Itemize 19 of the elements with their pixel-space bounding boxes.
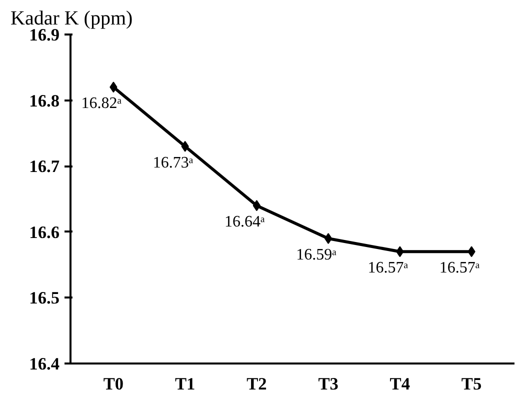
x-tick-label: T1 bbox=[174, 374, 196, 394]
y-tick-label: 16.5 bbox=[29, 288, 60, 308]
y-tick-label: 16.7 bbox=[29, 157, 60, 176]
y-tick-label: 16.4 bbox=[29, 354, 60, 374]
y-tick-label: 16.8 bbox=[29, 91, 60, 110]
point bbox=[324, 232, 332, 244]
x-tick-label: T2 bbox=[246, 374, 267, 394]
point bbox=[252, 200, 261, 212]
data-label: 16.82ᵃ bbox=[81, 95, 122, 112]
y-tick-label: 16.6 bbox=[29, 222, 60, 242]
x-tick-label: T0 bbox=[103, 374, 124, 394]
x-tick-label: T3 bbox=[318, 374, 339, 394]
x-tick-label: T5 bbox=[461, 374, 482, 394]
data-label: 16.59ᵃ bbox=[296, 246, 338, 264]
data-label: 16.57ᵃ bbox=[368, 260, 409, 277]
x-tick-label: T4 bbox=[390, 374, 410, 394]
data-label: 16.64ᵃ bbox=[224, 214, 266, 231]
data-label: 16.57ᵃ bbox=[439, 260, 480, 277]
data-label: 16.73ᵃ bbox=[152, 154, 194, 172]
